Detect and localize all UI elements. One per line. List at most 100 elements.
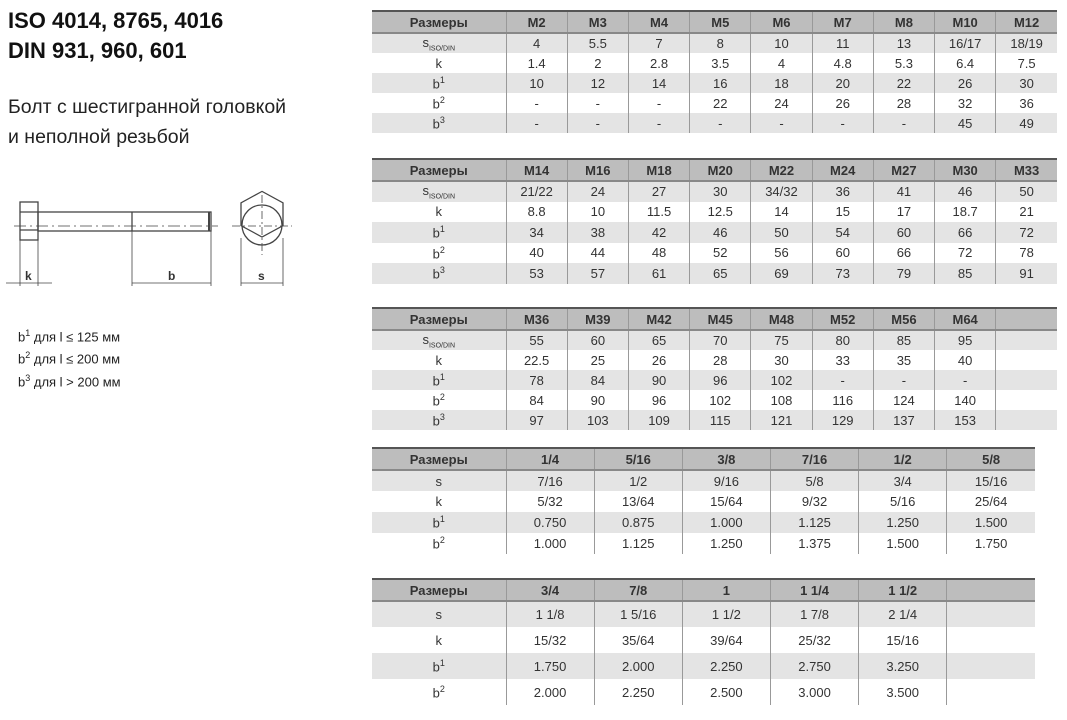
note: b2 для l ≤ 200 мм bbox=[18, 350, 121, 367]
table-cell: 25/32 bbox=[769, 627, 859, 653]
table-cell: 9/32 bbox=[769, 491, 859, 512]
table-cell: 116 bbox=[811, 390, 874, 410]
table-cell: 15/16 bbox=[946, 470, 1035, 491]
column-header: M5 bbox=[689, 10, 751, 34]
table-cell: - bbox=[872, 113, 935, 133]
table-row: k 5/32 13/64 15/64 9/32 5/16 25/64 bbox=[372, 491, 1035, 512]
table-cell: 28 bbox=[872, 93, 935, 113]
column-header: M36 bbox=[505, 307, 568, 331]
column-header: M27 bbox=[872, 158, 935, 182]
row-label: s bbox=[372, 601, 506, 627]
table-cell: 0.875 bbox=[593, 512, 683, 533]
table-cell bbox=[995, 350, 1057, 370]
row-label: k bbox=[435, 494, 443, 509]
column-header: M42 bbox=[627, 307, 690, 331]
table-cell: 97 bbox=[505, 410, 568, 430]
hex-view bbox=[240, 190, 284, 238]
table-cell: 75 bbox=[750, 330, 813, 350]
table-cell: 0.750 bbox=[505, 512, 595, 533]
table-cell: 32 bbox=[934, 93, 996, 113]
column-header: M6 bbox=[750, 10, 813, 34]
table-cell: 46 bbox=[689, 222, 751, 243]
table-row: b2- - -22 24 26 28 32 36 bbox=[372, 93, 1057, 113]
column-header: M24 bbox=[811, 158, 874, 182]
table-cell: 39/64 bbox=[681, 627, 771, 653]
subtitle-line: Болт с шестигранной головкой bbox=[8, 96, 287, 118]
table-cell: 34 bbox=[505, 222, 568, 243]
table-cell: 45 bbox=[934, 113, 996, 133]
table-cell: 129 bbox=[811, 410, 874, 430]
table-cell: 30 bbox=[995, 73, 1057, 93]
table-cell: 90 bbox=[627, 370, 690, 390]
table-cell: 85 bbox=[934, 263, 996, 284]
row-label: k bbox=[435, 204, 443, 220]
row-label: sISO/DIN bbox=[372, 33, 506, 53]
table-cell: - bbox=[811, 113, 874, 133]
row-label: b2 bbox=[432, 391, 445, 409]
table-cell: 121 bbox=[750, 410, 813, 430]
row-label: b3 bbox=[372, 263, 506, 284]
table-row: b3 53 57 61 65 69 73 79 85 91 bbox=[372, 263, 1057, 284]
table-cell: 55 bbox=[505, 330, 568, 350]
table-cell: 21/22 bbox=[505, 181, 568, 202]
table-cell: 24 bbox=[750, 93, 813, 113]
column-header: 3/4 bbox=[505, 578, 595, 602]
table-cell: 53 bbox=[505, 263, 568, 284]
table-cell: 4.8 bbox=[811, 53, 874, 73]
table-cell: 2.750 bbox=[769, 653, 859, 679]
bolt-shank bbox=[37, 211, 212, 232]
column-header: M4 bbox=[627, 10, 690, 34]
table-cell: 7.5 bbox=[995, 53, 1057, 73]
table-cell: 46 bbox=[934, 181, 996, 202]
table-row: b3 97 103 109 115 121 129 137 153 bbox=[372, 410, 1057, 430]
column-header: M56 bbox=[872, 307, 935, 331]
table-cell: 50 bbox=[750, 222, 813, 243]
column-header: M30 bbox=[934, 158, 996, 182]
subtitle-line: и неполной резьбой bbox=[8, 126, 190, 148]
table-cell: 13 bbox=[872, 33, 935, 53]
table-cell bbox=[946, 601, 1035, 627]
table-cell: 49 bbox=[995, 113, 1057, 133]
table-cell: 15/32 bbox=[505, 627, 595, 653]
row-label: b2 bbox=[432, 535, 445, 552]
table-cell: 4 bbox=[750, 53, 813, 73]
table-row: b1 34 38 42 46 50 54 60 66 72 bbox=[372, 222, 1057, 243]
table-cell: 16 bbox=[689, 73, 751, 93]
table-cell: 30 bbox=[689, 181, 751, 202]
row-label: b1 bbox=[372, 222, 506, 243]
table-row: sISO/DIN 21/22 24 27 30 34/32 36 41 46 50 bbox=[372, 181, 1057, 202]
table-row: sISO/DIN 4 5.5 7 8 10 11 13 16/17 18/19 bbox=[372, 33, 1057, 53]
bolt-drawing: k b s bbox=[6, 190, 292, 286]
table-cell: 21 bbox=[995, 201, 1057, 222]
table-cell: 3.250 bbox=[858, 653, 947, 679]
table-cell: 40 bbox=[934, 350, 996, 370]
table-row: b1 1.750 2.000 2.250 2.750 3.250 bbox=[372, 653, 1035, 679]
table-cell: 108 bbox=[750, 390, 813, 410]
table-cell: 66 bbox=[872, 242, 935, 263]
table-cell: 28 bbox=[689, 350, 751, 370]
table-row: b2 1.000 1.125 1.250 1.375 1.500 1.750 bbox=[372, 533, 1035, 554]
page-title: ISO 4014, 8765, 4016 DIN 931, 960, 601 bbox=[8, 6, 223, 66]
table-cell: 1 5/16 bbox=[593, 601, 683, 627]
table-row: k 22.5 25 26 28 30 33 35 40 bbox=[372, 350, 1057, 370]
table-cell: - bbox=[505, 93, 568, 113]
row-label: b1 bbox=[372, 512, 506, 533]
table-cell: 137 bbox=[872, 410, 935, 430]
table-cell: 5/16 bbox=[858, 491, 947, 512]
table-cell: 40 bbox=[505, 242, 568, 263]
bolt-head bbox=[19, 201, 39, 241]
column-header: M7 bbox=[811, 10, 874, 34]
table-cell: 11 bbox=[811, 33, 874, 53]
column-header: 1/4 bbox=[505, 447, 595, 471]
column-header: M8 bbox=[872, 10, 935, 34]
table-row: k 8.8 10 11.5 12.5 14 15 17 18.7 21 bbox=[372, 201, 1057, 222]
row-label: b3 bbox=[372, 410, 506, 430]
row-label: k bbox=[435, 632, 443, 648]
row-label: k bbox=[435, 352, 443, 368]
table-cell: 27 bbox=[627, 181, 690, 202]
table-cell: 140 bbox=[934, 390, 996, 410]
table-cell: 1.250 bbox=[681, 533, 771, 554]
table-cell: 26 bbox=[627, 350, 690, 370]
table-cell: 70 bbox=[689, 330, 751, 350]
